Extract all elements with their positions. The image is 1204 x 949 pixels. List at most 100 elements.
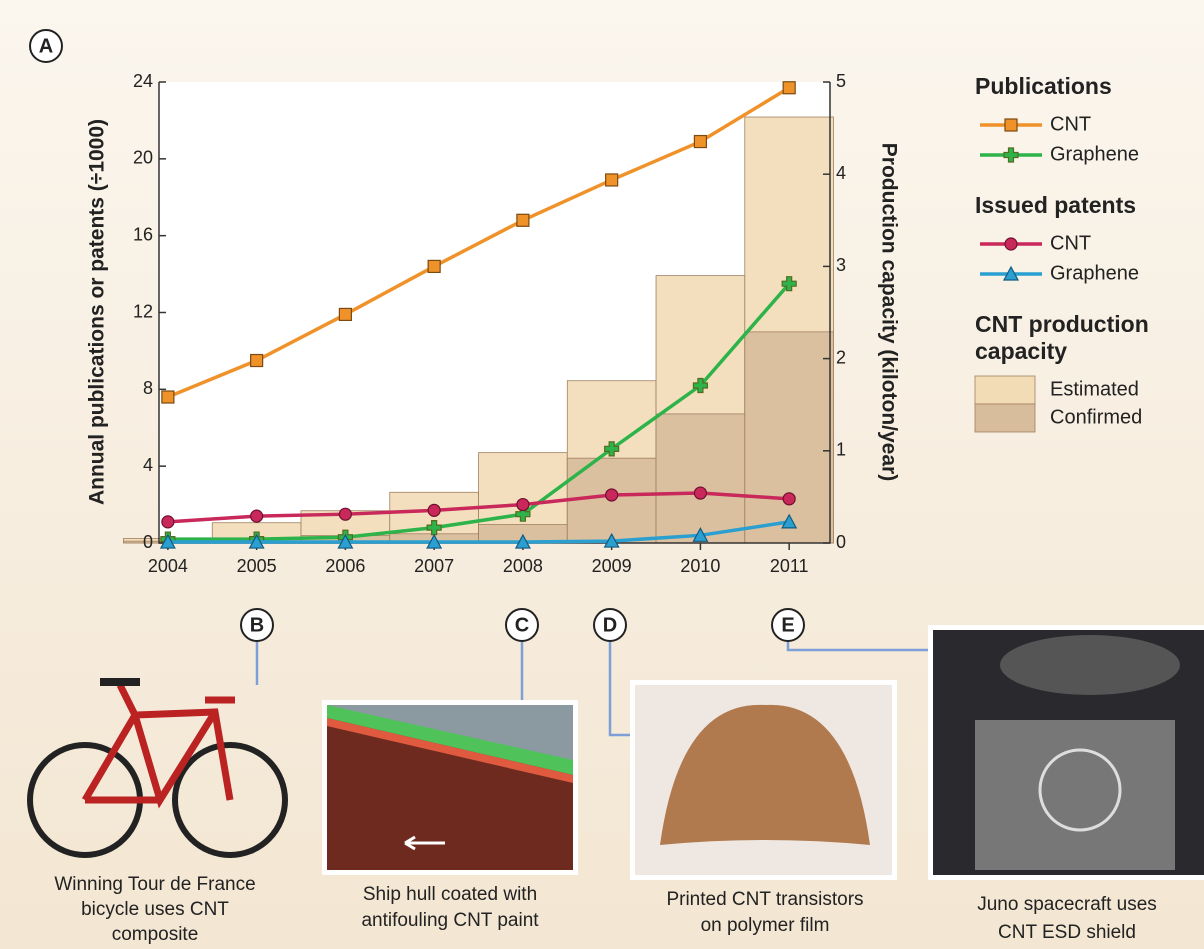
caption: Winning Tour de France bbox=[54, 874, 255, 895]
legend-label: CNT bbox=[1050, 113, 1091, 135]
marker bbox=[514, 533, 531, 549]
marker bbox=[515, 506, 531, 522]
x-tick-label: 2008 bbox=[503, 556, 543, 576]
marker bbox=[603, 532, 620, 548]
y-tick-label: 0 bbox=[143, 532, 153, 552]
marker bbox=[1002, 265, 1020, 281]
legend-label: Confirmed bbox=[1050, 406, 1142, 428]
marker bbox=[781, 513, 798, 529]
y-tick-label: 8 bbox=[143, 378, 153, 398]
caption: Ship hull coated with bbox=[363, 884, 537, 905]
x-tick-label: 2007 bbox=[414, 556, 454, 576]
marker bbox=[427, 503, 441, 517]
x-tick-label: 2009 bbox=[592, 556, 632, 576]
legend-title: capacity bbox=[975, 338, 1067, 364]
line bbox=[167, 282, 791, 541]
marker bbox=[1004, 237, 1018, 251]
y-axis-label: Annual publications or patents (÷1000) bbox=[86, 119, 109, 505]
bar bbox=[655, 413, 746, 544]
marker bbox=[782, 81, 796, 95]
marker bbox=[692, 377, 709, 394]
panel-label: E bbox=[781, 614, 794, 636]
legend-label: Graphene bbox=[1050, 262, 1139, 284]
y2-tick-label: 2 bbox=[836, 347, 846, 367]
panel-badge bbox=[29, 29, 63, 63]
ship-photo bbox=[322, 700, 578, 875]
x-tick-label: 2005 bbox=[237, 556, 277, 576]
legend-label: Estimated bbox=[1050, 378, 1139, 400]
marker bbox=[161, 515, 175, 529]
x-tick-label: 2004 bbox=[148, 556, 188, 576]
spacecraft-photo bbox=[928, 625, 1204, 880]
y2-tick-label: 5 bbox=[836, 71, 846, 91]
marker bbox=[1003, 147, 1019, 163]
panel-badge bbox=[240, 608, 274, 642]
line bbox=[167, 86, 791, 399]
panel-badge bbox=[771, 608, 805, 642]
marker bbox=[337, 533, 354, 549]
x-tick-label: 2006 bbox=[325, 556, 365, 576]
marker bbox=[605, 173, 619, 187]
x-tick-label: 2010 bbox=[680, 556, 720, 576]
panel-label: C bbox=[515, 614, 529, 636]
marker bbox=[248, 533, 265, 549]
legend-title: Publications bbox=[975, 73, 1112, 99]
legend-swatch bbox=[974, 375, 1036, 405]
line bbox=[167, 520, 790, 544]
connector bbox=[786, 640, 928, 652]
caption: CNT ESD shield bbox=[998, 922, 1136, 943]
line bbox=[167, 491, 790, 524]
panel-badge bbox=[593, 608, 627, 642]
caption: Printed CNT transistors bbox=[666, 889, 863, 910]
caption: antifouling CNT paint bbox=[361, 910, 539, 931]
caption: on polymer film bbox=[701, 915, 830, 936]
y2-tick-label: 0 bbox=[836, 532, 846, 552]
bicycle-photo bbox=[27, 678, 288, 858]
bar bbox=[744, 331, 834, 544]
marker bbox=[426, 533, 443, 549]
marker bbox=[693, 486, 708, 500]
marker bbox=[605, 488, 619, 502]
marker bbox=[1004, 118, 1018, 132]
panel-label: A bbox=[39, 35, 53, 57]
panel-label: B bbox=[250, 614, 264, 636]
y-tick-label: 12 bbox=[133, 301, 153, 321]
y-tick-label: 16 bbox=[133, 224, 153, 244]
legend-title: CNT production bbox=[975, 311, 1149, 337]
legend-swatch bbox=[974, 403, 1036, 433]
legend-title: Issued patents bbox=[975, 192, 1136, 218]
y-tick-label: 24 bbox=[133, 71, 153, 91]
film-photo bbox=[630, 680, 897, 880]
marker bbox=[604, 441, 620, 457]
marker bbox=[426, 520, 442, 536]
legend-label: CNT bbox=[1050, 232, 1091, 254]
panel-badge bbox=[505, 608, 539, 642]
marker bbox=[516, 213, 530, 227]
panel-label: D bbox=[603, 614, 617, 636]
marker bbox=[161, 390, 175, 404]
marker bbox=[693, 134, 708, 149]
marker bbox=[159, 533, 176, 549]
y2-tick-label: 4 bbox=[836, 163, 846, 183]
y2-axis-label: Production capacity (kiloton/year) bbox=[877, 143, 900, 481]
marker bbox=[250, 509, 264, 523]
marker bbox=[250, 353, 264, 368]
marker bbox=[516, 497, 530, 512]
y2-tick-label: 1 bbox=[836, 440, 846, 460]
legend-label: Graphene bbox=[1050, 143, 1139, 165]
y-tick-label: 20 bbox=[133, 148, 153, 168]
marker bbox=[782, 492, 796, 506]
y2-tick-label: 3 bbox=[836, 255, 846, 275]
connector bbox=[608, 640, 630, 737]
marker bbox=[692, 527, 709, 542]
x-tick-label: 2011 bbox=[770, 556, 809, 576]
caption: bicycle uses CNT bbox=[81, 899, 229, 920]
caption: Juno spacecraft uses bbox=[977, 894, 1157, 915]
marker bbox=[338, 507, 352, 521]
y-tick-label: 4 bbox=[143, 455, 153, 475]
marker bbox=[427, 259, 441, 273]
marker bbox=[781, 276, 797, 292]
caption: composite bbox=[112, 924, 199, 945]
